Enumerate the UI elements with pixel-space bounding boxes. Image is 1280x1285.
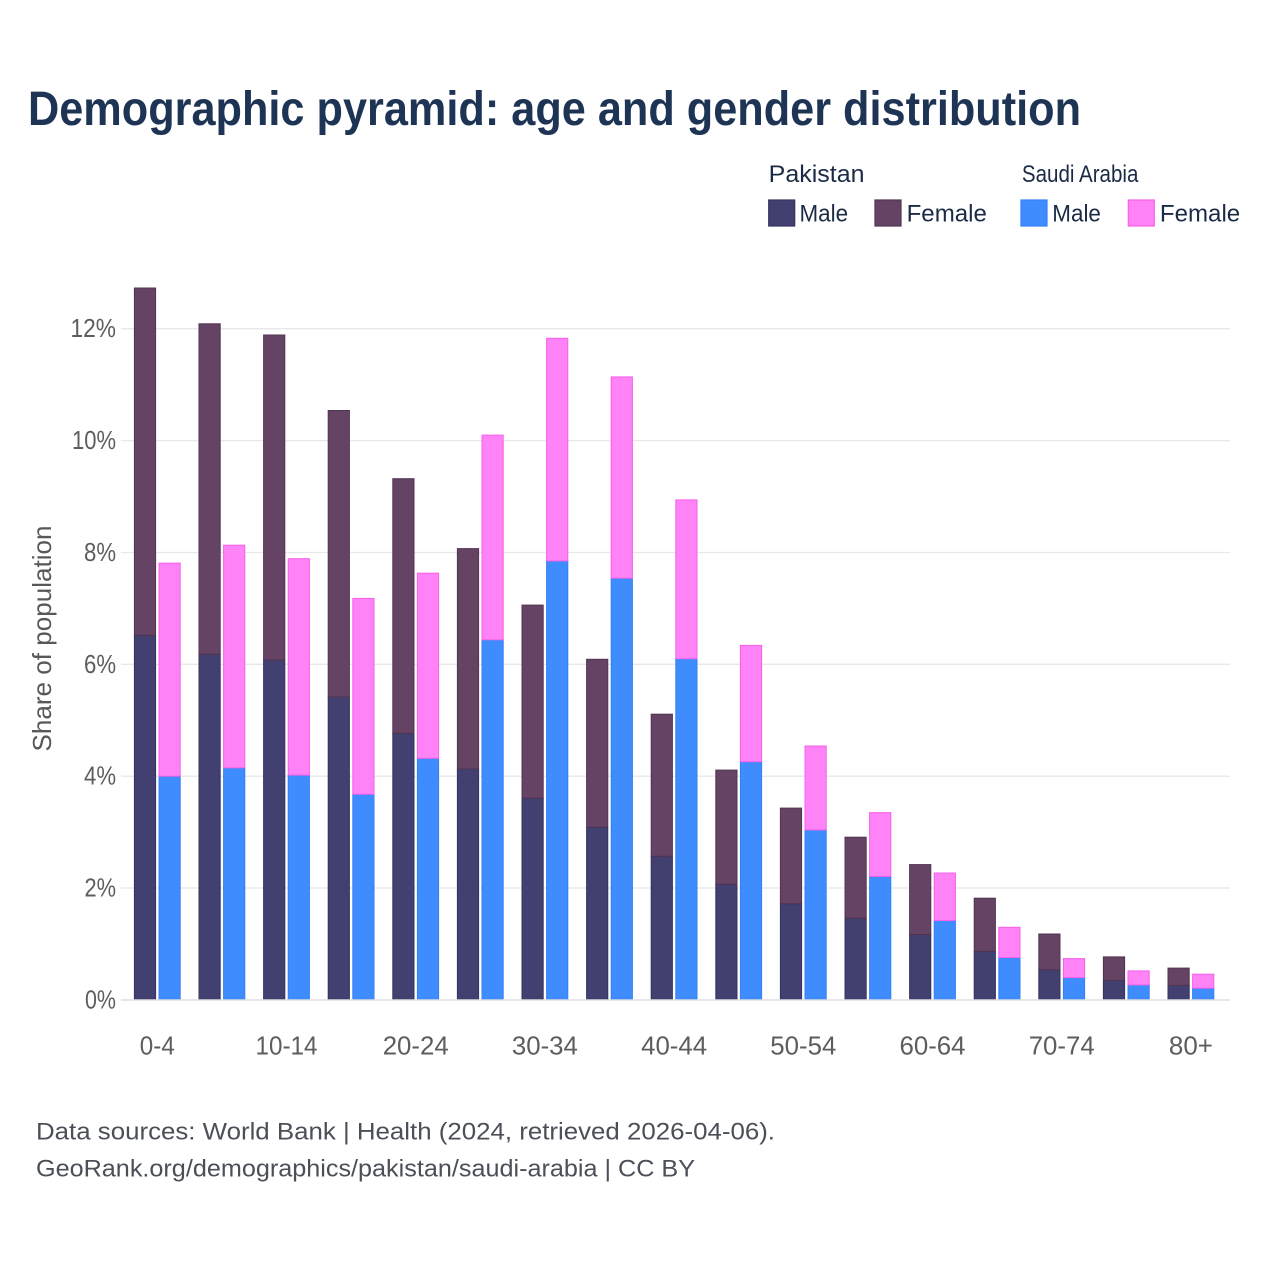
svg-text:GeoRank.org/demographics/pakis: GeoRank.org/demographics/pakistan/saudi-… — [36, 1156, 695, 1183]
svg-text:Pakistan: Pakistan — [769, 161, 865, 188]
svg-text:Female: Female — [907, 201, 987, 228]
svg-text:40-44: 40-44 — [641, 1031, 707, 1061]
svg-text:0%: 0% — [85, 984, 116, 1014]
svg-text:12%: 12% — [71, 313, 117, 343]
svg-text:Saudi Arabia: Saudi Arabia — [1022, 161, 1139, 188]
svg-text:Female: Female — [1160, 201, 1240, 228]
svg-text:70-74: 70-74 — [1029, 1031, 1095, 1061]
svg-text:Male: Male — [1052, 201, 1101, 228]
svg-text:Share of population: Share of population — [27, 526, 57, 752]
svg-text:Demographic pyramid: age and g: Demographic pyramid: age and gender dist… — [28, 83, 1081, 136]
svg-text:60-64: 60-64 — [900, 1031, 966, 1061]
svg-text:6%: 6% — [84, 649, 116, 679]
svg-text:Data sources: World Bank | Hea: Data sources: World Bank | Health (2024,… — [36, 1119, 775, 1146]
svg-text:4%: 4% — [84, 761, 116, 791]
svg-text:Male: Male — [800, 201, 849, 228]
svg-text:2%: 2% — [85, 873, 117, 903]
svg-text:10-14: 10-14 — [256, 1031, 318, 1061]
svg-text:80+: 80+ — [1169, 1031, 1213, 1061]
svg-text:0-4: 0-4 — [140, 1031, 175, 1061]
svg-text:30-34: 30-34 — [512, 1031, 578, 1061]
svg-text:50-54: 50-54 — [770, 1031, 836, 1061]
svg-text:20-24: 20-24 — [383, 1031, 449, 1061]
svg-text:10%: 10% — [72, 425, 116, 455]
svg-text:8%: 8% — [84, 537, 116, 567]
